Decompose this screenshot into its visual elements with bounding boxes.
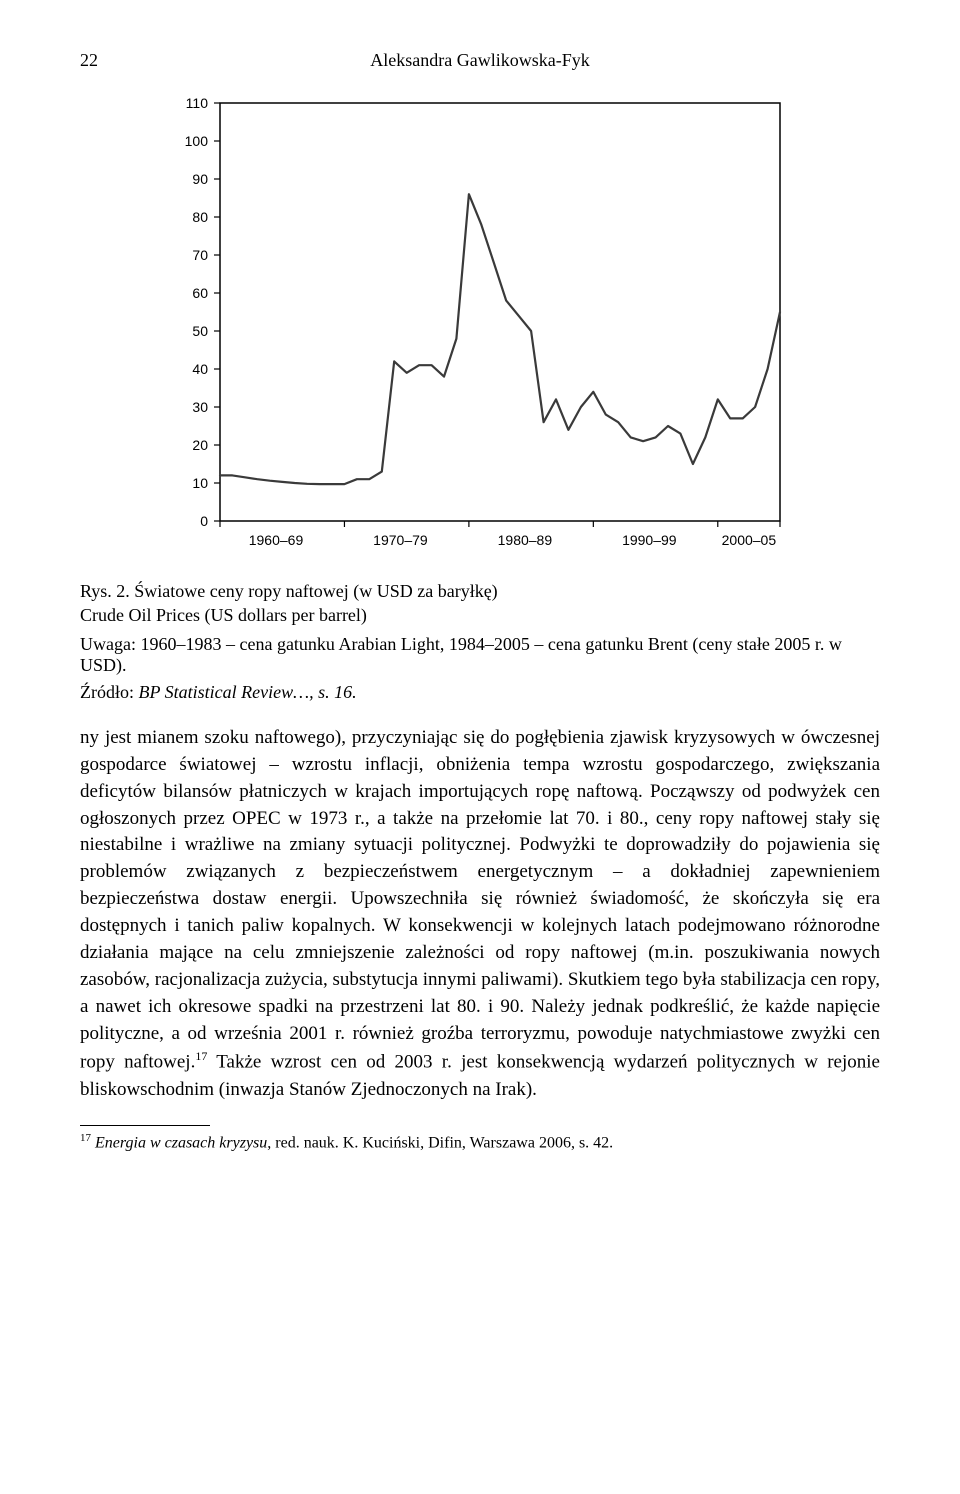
header-spacer [862,50,880,71]
figure-note: Uwaga: 1960–1983 – cena gatunku Arabian … [80,634,880,676]
svg-text:10: 10 [192,475,208,491]
oil-price-chart: 0 10 20 30 40 50 60 70 80 90 100 110 1960–69 1970–79 1… [80,91,880,561]
page-number: 22 [80,50,98,71]
figure-subtitle: Crude Oil Prices (US dollars per barrel) [80,605,367,625]
footnote-marker: 17 [80,1132,91,1144]
running-header: 22 Aleksandra Gawlikowska-Fyk [80,50,880,71]
source-text: BP Statistical Review…, s. 16. [139,682,357,702]
svg-text:0: 0 [200,513,208,529]
svg-text:20: 20 [192,437,208,453]
body-paragraph: ny jest mianem szoku naftowego), przyczy… [80,725,880,1104]
svg-text:30: 30 [192,399,208,415]
source-label: Źródło: [80,682,139,702]
svg-text:2000–05: 2000–05 [722,532,777,548]
svg-text:110: 110 [186,95,209,111]
line-chart-svg: 0 10 20 30 40 50 60 70 80 90 100 110 1960–69 1970–79 1… [160,91,800,561]
running-head-author: Aleksandra Gawlikowska-Fyk [370,50,589,71]
svg-text:40: 40 [192,361,208,377]
svg-text:50: 50 [192,323,208,339]
svg-text:100: 100 [185,133,209,149]
figure-source: Źródło: BP Statistical Review…, s. 16. [80,682,880,703]
figure-caption: Rys. 2. Światowe ceny ropy naftowej (w U… [80,579,880,628]
svg-text:1960–69: 1960–69 [249,532,304,548]
svg-text:1970–79: 1970–79 [373,532,428,548]
svg-text:90: 90 [192,171,208,187]
footnote-ref-17: 17 [195,1049,207,1063]
footnote-title: Energia w czasach kryzysu [95,1135,267,1152]
footnote-rest: , red. nauk. K. Kuciński, Difin, Warszaw… [267,1135,613,1152]
svg-text:1980–89: 1980–89 [498,532,553,548]
svg-text:80: 80 [192,209,208,225]
footnote-17: 17 Energia w czasach kryzysu, red. nauk.… [80,1132,880,1152]
body-text-main: ny jest mianem szoku naftowego), przyczy… [80,727,880,1073]
footnote-separator [80,1125,210,1126]
svg-text:60: 60 [192,285,208,301]
svg-text:70: 70 [192,247,208,263]
figure-label: Rys. 2. Światowe ceny ropy naftowej (w U… [80,579,880,603]
svg-text:1990–99: 1990–99 [622,532,677,548]
